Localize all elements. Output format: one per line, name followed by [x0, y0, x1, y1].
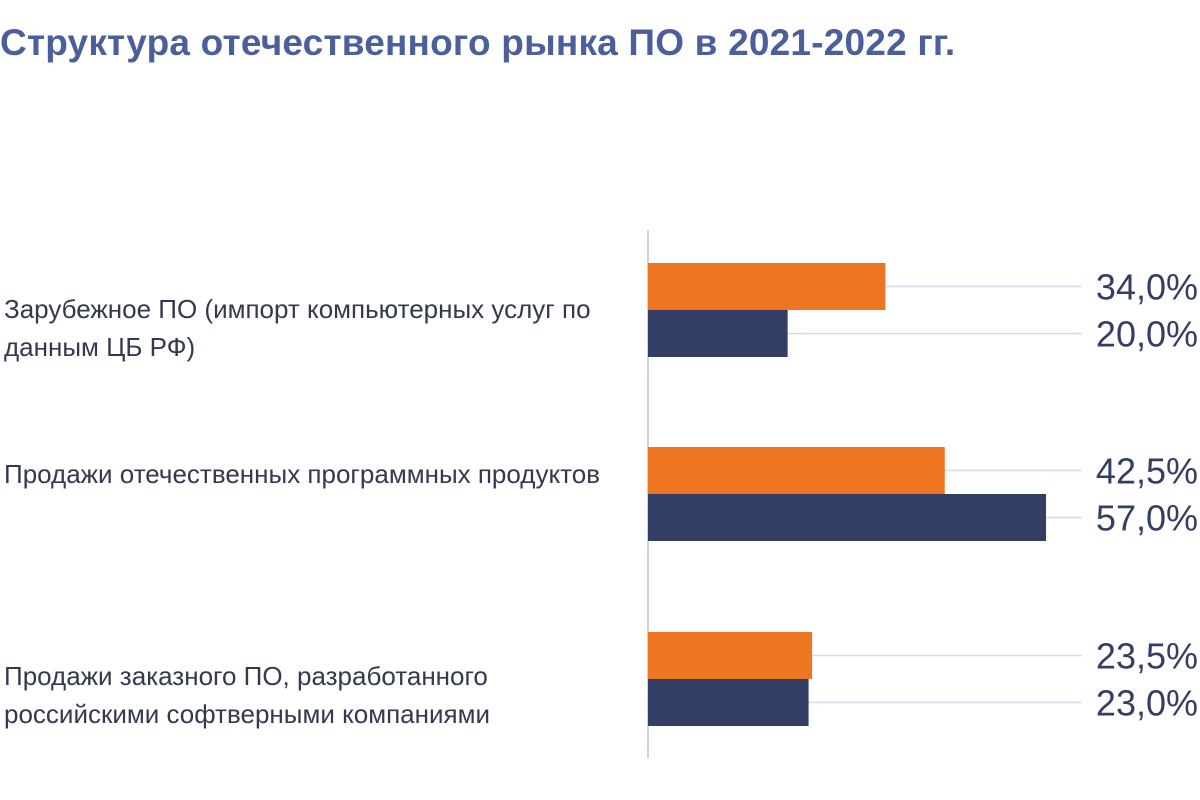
- data-label: 42,5%: [1096, 451, 1198, 492]
- category-label-foreign: Зарубежное ПО (импорт компьютерных услуг…: [4, 294, 591, 362]
- data-label: 23,0%: [1096, 683, 1198, 724]
- chart-title: Структура отечественного рынка ПО в 2021…: [0, 22, 956, 63]
- bar-series-1: [648, 447, 945, 494]
- data-label: 57,0%: [1096, 498, 1198, 539]
- bar-series-1: [648, 263, 886, 310]
- category-label-domestic-products: Продажи отечественных программных продук…: [4, 459, 601, 489]
- bar-series-1: [648, 632, 813, 679]
- data-label: 20,0%: [1096, 314, 1198, 355]
- data-label: 23,5%: [1096, 636, 1198, 677]
- bar-series-2: [648, 679, 809, 726]
- bar-series-2: [648, 310, 788, 357]
- category-label-custom-software: Продажи заказного ПО, разработанного рос…: [4, 661, 490, 729]
- bar-series-2: [648, 494, 1046, 541]
- data-label: 34,0%: [1096, 267, 1198, 308]
